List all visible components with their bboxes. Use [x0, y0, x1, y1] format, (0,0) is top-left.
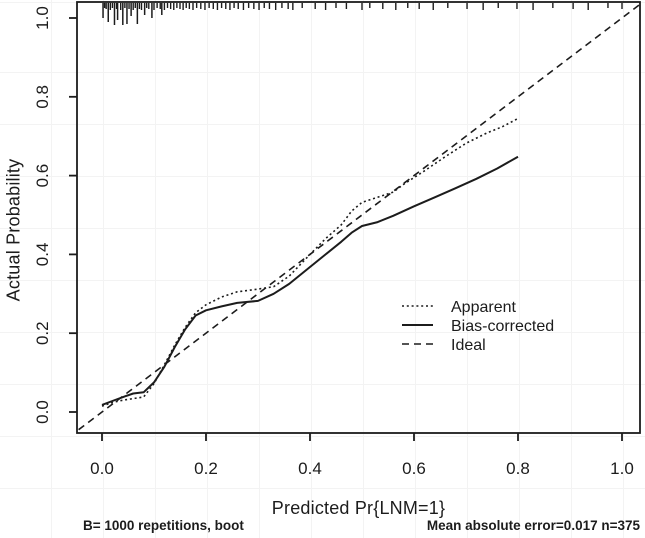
x-tick-label: 0.0: [90, 459, 114, 478]
y-tick-label: 0.4: [33, 243, 52, 267]
x-tick-label: 0.2: [194, 459, 218, 478]
y-tick-label: 0.0: [33, 400, 52, 424]
x-tick-label: 1.0: [610, 459, 634, 478]
y-tick-label: 0.8: [33, 85, 52, 109]
ideal-curve: [78, 2, 643, 431]
mean-absolute-error-note: Mean absolute error=0.017 n=375: [426, 518, 640, 533]
bias-corrected-curve: [101, 155, 519, 406]
y-tick-label: 0.2: [33, 321, 52, 345]
bootstrap-note: B= 1000 repetitions, boot: [83, 518, 244, 533]
x-tick-label: 0.8: [506, 459, 530, 478]
y-axis-title: Actual Probability: [3, 158, 24, 302]
x-tick-label: 0.4: [298, 459, 322, 478]
x-axis-title: Predicted Pr{LNM=1}: [271, 498, 446, 518]
legend-label-ideal: Ideal: [451, 337, 486, 354]
x-tick-label: 0.6: [402, 459, 426, 478]
legend-label-apparent: Apparent: [451, 299, 516, 316]
plot-border: [76, 1, 641, 434]
legend-label-bias-corrected: Bias-corrected: [451, 318, 554, 335]
apparent-curve: [101, 117, 519, 407]
y-tick-label: 0.6: [33, 164, 52, 188]
y-tick-label: 1.0: [33, 6, 52, 30]
